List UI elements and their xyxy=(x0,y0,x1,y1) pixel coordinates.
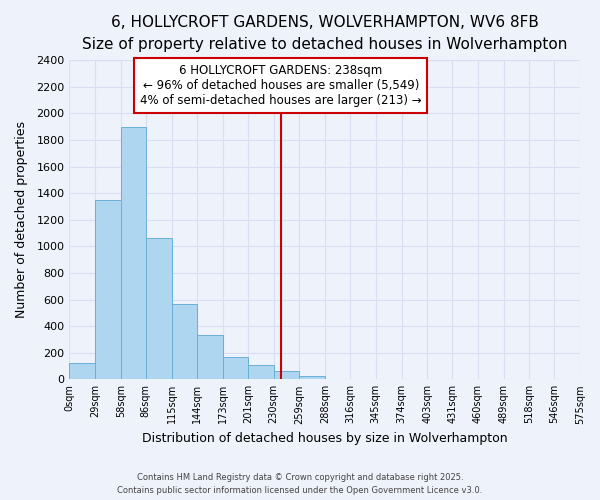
Bar xyxy=(299,376,325,380)
Title: 6, HOLLYCROFT GARDENS, WOLVERHAMPTON, WV6 8FB
Size of property relative to detac: 6, HOLLYCROFT GARDENS, WOLVERHAMPTON, WV… xyxy=(82,15,568,52)
Bar xyxy=(197,335,223,380)
Bar xyxy=(223,356,248,380)
Text: 6 HOLLYCROFT GARDENS: 238sqm
← 96% of detached houses are smaller (5,549)
4% of : 6 HOLLYCROFT GARDENS: 238sqm ← 96% of de… xyxy=(140,64,422,108)
Bar xyxy=(95,200,121,380)
X-axis label: Distribution of detached houses by size in Wolverhampton: Distribution of detached houses by size … xyxy=(142,432,508,445)
Y-axis label: Number of detached properties: Number of detached properties xyxy=(15,122,28,318)
Bar xyxy=(274,372,299,380)
Text: Contains HM Land Registry data © Crown copyright and database right 2025.
Contai: Contains HM Land Registry data © Crown c… xyxy=(118,474,482,495)
Bar xyxy=(121,127,146,380)
Bar xyxy=(172,304,197,380)
Bar xyxy=(146,238,172,380)
Bar xyxy=(248,366,274,380)
Bar xyxy=(70,362,95,380)
